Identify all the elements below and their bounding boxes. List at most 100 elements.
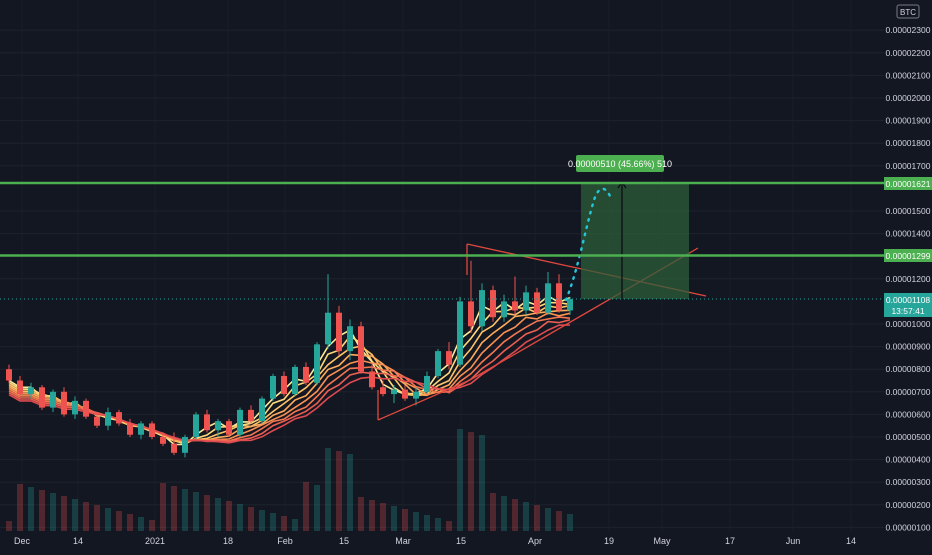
candle-body [413, 391, 419, 399]
candle-body [292, 366, 298, 395]
price-tick-label: 0.00000400 [886, 455, 931, 465]
drawings[interactable]: 0.00000510 (45.66%) 510 [377, 155, 707, 421]
time-axis[interactable] [0, 531, 932, 550]
time-tick-label: 14 [846, 536, 856, 546]
lower-level-tag-box [884, 249, 932, 262]
candle-body [72, 400, 78, 415]
volume-bar [281, 516, 287, 531]
price-tick-label: 0.00002200 [886, 48, 931, 58]
price-tick-label: 0.00000500 [886, 432, 931, 442]
volume-bar [61, 496, 67, 531]
time-tick-label: Apr [528, 536, 542, 546]
price-tick-label: 0.00000900 [886, 342, 931, 352]
candle-body [248, 409, 254, 422]
price-tick-label: 0.00000800 [886, 364, 931, 374]
volume-bar [160, 483, 166, 531]
candle-body [6, 369, 12, 381]
volume-bar [248, 507, 254, 531]
candle-body [149, 423, 155, 437]
candle-body [512, 301, 518, 311]
volume-bar [413, 512, 419, 531]
candle-body [391, 389, 397, 395]
volume-bar [83, 502, 89, 531]
volume-bar [28, 487, 34, 531]
time-tick-label: 18 [223, 536, 233, 546]
volume-bar [534, 505, 540, 531]
upper-level-tag-box [884, 177, 932, 190]
price-tick-label: 0.00001400 [886, 229, 931, 239]
candle-body [380, 387, 386, 395]
volume-bar [127, 514, 133, 531]
candle-body [523, 292, 529, 311]
time-tick-label: Dec [14, 536, 31, 546]
volume-bar [435, 518, 441, 531]
volume-bar [237, 504, 243, 531]
candle-body [116, 412, 122, 424]
moving-average-ribbon [8, 295, 571, 446]
target-box[interactable] [581, 183, 689, 299]
candle-body [226, 421, 232, 435]
volume-bar [457, 429, 463, 531]
volume-bar [204, 495, 210, 531]
price-tick-label: 0.00001900 [886, 116, 931, 126]
candle-body [61, 391, 67, 415]
countdown-timer: 13:57:41 [891, 306, 924, 316]
candle-body [303, 366, 309, 383]
currency-badge[interactable]: BTC [900, 8, 916, 17]
time-tick-label: 15 [339, 536, 349, 546]
candle-body [182, 437, 188, 453]
time-tick-label: Jun [786, 536, 801, 546]
volume-bar [336, 451, 342, 531]
candle-body [402, 389, 408, 399]
candle-body [138, 423, 144, 435]
target-label-box [576, 155, 664, 172]
price-tick-label: 0.00002000 [886, 93, 931, 103]
candle-body [490, 290, 496, 318]
time-tick-label: Feb [277, 536, 293, 546]
candle-body [457, 301, 463, 365]
price-tick-label: 0.00000700 [886, 387, 931, 397]
price-axis[interactable] [884, 0, 932, 550]
candle-body [369, 371, 375, 388]
price-tick-label: 0.00000100 [886, 522, 931, 532]
candle-body [127, 423, 133, 435]
time-tick-label: Mar [395, 536, 411, 546]
candle-body [28, 387, 34, 395]
volume-bar [446, 521, 452, 531]
current-price-tag-box [884, 293, 932, 317]
volume-bar [17, 484, 23, 531]
volume-bar [402, 509, 408, 531]
time-tick-label: 15 [456, 536, 466, 546]
volume-bar [314, 485, 320, 531]
candle-body [270, 375, 276, 399]
candle-body [105, 412, 111, 426]
volume-bar [523, 502, 529, 531]
lower-level-tag: 0.00001299 [886, 251, 931, 261]
volume-bar [94, 505, 100, 531]
volume-bar [292, 519, 298, 531]
price-tick-label: 0.00001500 [886, 206, 931, 216]
projection-path[interactable] [564, 187, 612, 302]
candle-body [193, 414, 199, 437]
volume-bar [215, 498, 221, 531]
price-tick-label: 0.00002100 [886, 70, 931, 80]
candle-body [446, 351, 452, 365]
price-tick-label: 0.00001800 [886, 138, 931, 148]
volume-bar [270, 513, 276, 531]
candle-body [94, 416, 100, 426]
volume-bar [182, 489, 188, 531]
target-label: 0.00000510 (45.66%) 510 [568, 159, 672, 169]
volume-bar [50, 493, 56, 531]
time-tick-label: 19 [604, 536, 614, 546]
candle-body [204, 414, 210, 431]
candle-body [281, 375, 287, 395]
volume-bar [105, 508, 111, 531]
volume-bar [116, 511, 122, 531]
time-tick-label: 2021 [145, 536, 165, 546]
currency-badge-box[interactable] [896, 4, 920, 19]
volume-bar [369, 500, 375, 531]
candle-body [237, 409, 243, 435]
